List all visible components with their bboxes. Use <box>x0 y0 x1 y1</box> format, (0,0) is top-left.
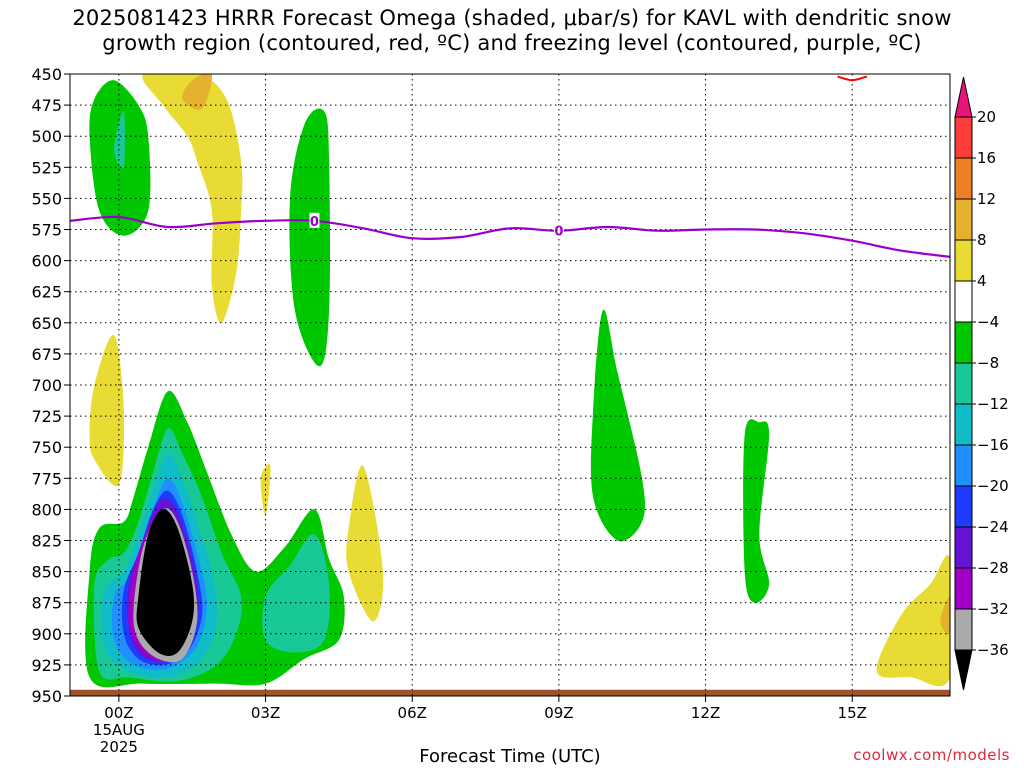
dendritic-growth-contour <box>837 75 868 82</box>
colorbar-band-4 <box>954 280 973 323</box>
x-tick-label-12: 12Z <box>691 704 720 722</box>
y-axis-ticks: 450 475 500 525 550 575 600 625 650 675 700 725 750 7… <box>31 65 70 706</box>
y-tick-label-450: 450 <box>31 65 62 84</box>
source-credit[interactable]: coolwx.com/models <box>853 746 1010 764</box>
x-tick-label-0: 00Z <box>104 704 133 722</box>
colorbar-band-9 <box>954 485 973 528</box>
y-tick-label-950: 950 <box>31 687 62 706</box>
colorbar-band-2 <box>954 198 973 241</box>
x-tick-label-3: 03Z <box>251 704 280 722</box>
colorbar-label-2: 12 <box>977 190 996 208</box>
colorbar-label-13: −36 <box>977 641 1009 659</box>
colorbar-label-4: 4 <box>977 272 987 290</box>
colorbar-band-6 <box>954 362 973 405</box>
y-tick-label-525: 525 <box>31 158 62 177</box>
x-axis-label: Forecast Time (UTC) <box>419 746 601 767</box>
freezing-level-label-1: 0 <box>554 225 563 240</box>
omega-region-9 <box>590 309 646 542</box>
omega-core-max <box>136 509 195 656</box>
grid-lines <box>70 74 950 696</box>
colorbar-label-6: −8 <box>977 354 999 372</box>
colorbar-label-12: −32 <box>977 600 1009 618</box>
y-tick-label-600: 600 <box>31 252 62 271</box>
colorbar-label-11: −28 <box>977 559 1009 577</box>
surface-band <box>70 689 950 696</box>
omega-region-1 <box>142 74 243 323</box>
colorbar-label-3: 8 <box>977 231 987 249</box>
y-tick-label-725: 725 <box>31 407 62 426</box>
x-tick-label-6: 06Z <box>398 704 427 722</box>
y-tick-label-750: 750 <box>31 438 62 457</box>
x-tick-label-9: 09Z <box>544 704 573 722</box>
y-tick-label-575: 575 <box>31 221 62 240</box>
colorbar-top-arrow <box>954 76 973 118</box>
omega-region-12 <box>940 596 950 635</box>
freezing-level-line <box>70 215 950 258</box>
omega-fill-layer <box>70 74 950 696</box>
colorbar: 20 16 12 8 4 −4 −8 −12 −16 −20 −24 −28 −32 −36 <box>954 76 1009 691</box>
omega-region-8 <box>346 465 384 622</box>
y-tick-label-550: 550 <box>31 189 62 208</box>
contour-layer: 00 <box>70 75 950 258</box>
colorbar-label-7: −12 <box>977 395 1009 413</box>
chart-title-line-2: growth region (contoured, red, ºC) and f… <box>102 31 922 55</box>
colorbar-label-10: −24 <box>977 518 1009 536</box>
colorbar-label-5: −4 <box>977 313 999 331</box>
y-tick-label-850: 850 <box>31 563 62 582</box>
colorbar-band-1 <box>954 157 973 200</box>
y-tick-label-775: 775 <box>31 469 62 488</box>
colorbar-band-5 <box>954 321 973 364</box>
y-tick-label-925: 925 <box>31 656 62 675</box>
omega-region-10 <box>743 419 770 603</box>
colorbar-band-7 <box>954 403 973 446</box>
omega-region-5 <box>289 108 331 367</box>
colorbar-label-1: 16 <box>977 149 996 167</box>
colorbar-band-10 <box>954 526 973 569</box>
colorbar-band-8 <box>954 444 973 487</box>
y-tick-label-700: 700 <box>31 376 62 395</box>
x-tick-date-0: 15AUG <box>93 721 145 739</box>
colorbar-label-0: 20 <box>977 108 996 126</box>
omega-region-4 <box>114 111 125 169</box>
y-tick-label-625: 625 <box>31 283 62 302</box>
colorbar-band-11 <box>954 567 973 610</box>
y-tick-label-800: 800 <box>31 500 62 519</box>
colorbar-bottom-arrow <box>954 649 973 691</box>
freezing-level-label-bg-1 <box>553 222 564 238</box>
y-tick-label-675: 675 <box>31 345 62 364</box>
colorbar-band-3 <box>954 239 973 282</box>
colorbar-band-12 <box>954 608 973 651</box>
y-tick-label-825: 825 <box>31 532 62 551</box>
y-tick-label-475: 475 <box>31 96 62 115</box>
y-tick-label-875: 875 <box>31 594 62 613</box>
chart-title-line-1: 2025081423 HRRR Forecast Omega (shaded, … <box>72 6 952 30</box>
omega-region-2 <box>182 74 213 110</box>
colorbar-label-9: −20 <box>977 477 1009 495</box>
chart-title: 2025081423 HRRR Forecast Omega (shaded, … <box>0 6 1024 56</box>
freezing-level-label-bg-0 <box>309 212 320 228</box>
y-tick-label-650: 650 <box>31 314 62 333</box>
x-tick-year-0: 2025 <box>100 738 138 756</box>
colorbar-label-8: −16 <box>977 436 1009 454</box>
omega-region-11 <box>876 555 950 687</box>
omega-region-6 <box>89 334 125 487</box>
colorbar-band-0 <box>954 116 973 159</box>
freezing-level-label-0: 0 <box>310 215 319 230</box>
y-tick-label-500: 500 <box>31 127 62 146</box>
y-tick-label-900: 900 <box>31 625 62 644</box>
omega-core-band-2 <box>262 534 330 653</box>
x-tick-label-15: 15Z <box>838 704 867 722</box>
